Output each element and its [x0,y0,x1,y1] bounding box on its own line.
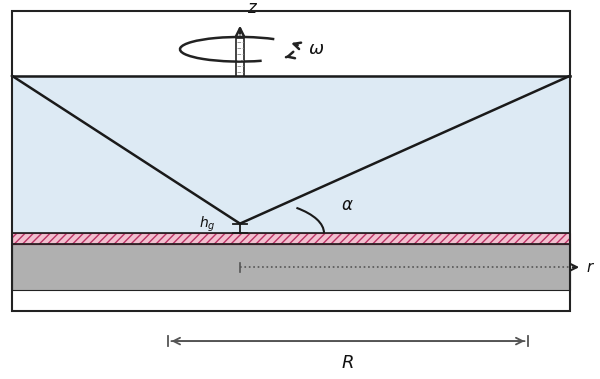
Bar [12,11,570,311]
Bar [12,233,570,244]
Polygon shape [12,76,570,224]
Text: ω: ω [309,40,324,58]
Text: R: R [342,354,354,372]
Bar [12,233,570,244]
Text: z: z [247,0,256,17]
Bar [12,76,570,233]
Text: r: r [586,260,592,275]
Bar [236,38,244,76]
Text: $h_g$: $h_g$ [199,215,216,234]
Text: α: α [342,196,353,214]
Bar [12,244,570,290]
